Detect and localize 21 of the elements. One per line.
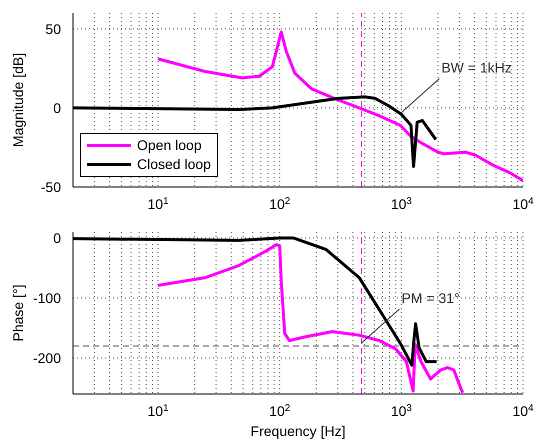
legend-label: Closed loop	[137, 155, 211, 174]
y-tick-label: 0	[53, 100, 62, 116]
annotation: PM = 31°	[401, 290, 460, 306]
y-tick-label: -50	[40, 179, 62, 195]
y-axis-title: Phase [°]	[10, 284, 26, 342]
annotation: BW = 1kHz	[441, 60, 512, 76]
y-tick-label: -200	[32, 350, 62, 366]
x-tick-label: 10$^{2}$	[269, 196, 290, 212]
legend-label: Open loop	[137, 136, 202, 155]
x-tick-label: 10$^{4}$	[512, 402, 534, 419]
x-tick-label: 10$^{1}$	[148, 196, 169, 212]
x-tick-label: 10$^{1}$	[148, 402, 169, 419]
y-tick-label: -100	[32, 290, 62, 306]
y-axis-title: Magnitude [dB]	[10, 52, 26, 148]
x-tick-label: 10$^{4}$	[512, 196, 534, 212]
x-tick-label: 10$^{2}$	[269, 402, 290, 419]
y-tick-label: 50	[45, 20, 62, 37]
x-tick-label: 10$^{3}$	[390, 402, 412, 419]
y-tick-label: 0	[53, 230, 62, 246]
x-axis-title: Frequency [Hz]	[250, 423, 346, 439]
x-tick-label: 10$^{3}$	[390, 196, 412, 212]
